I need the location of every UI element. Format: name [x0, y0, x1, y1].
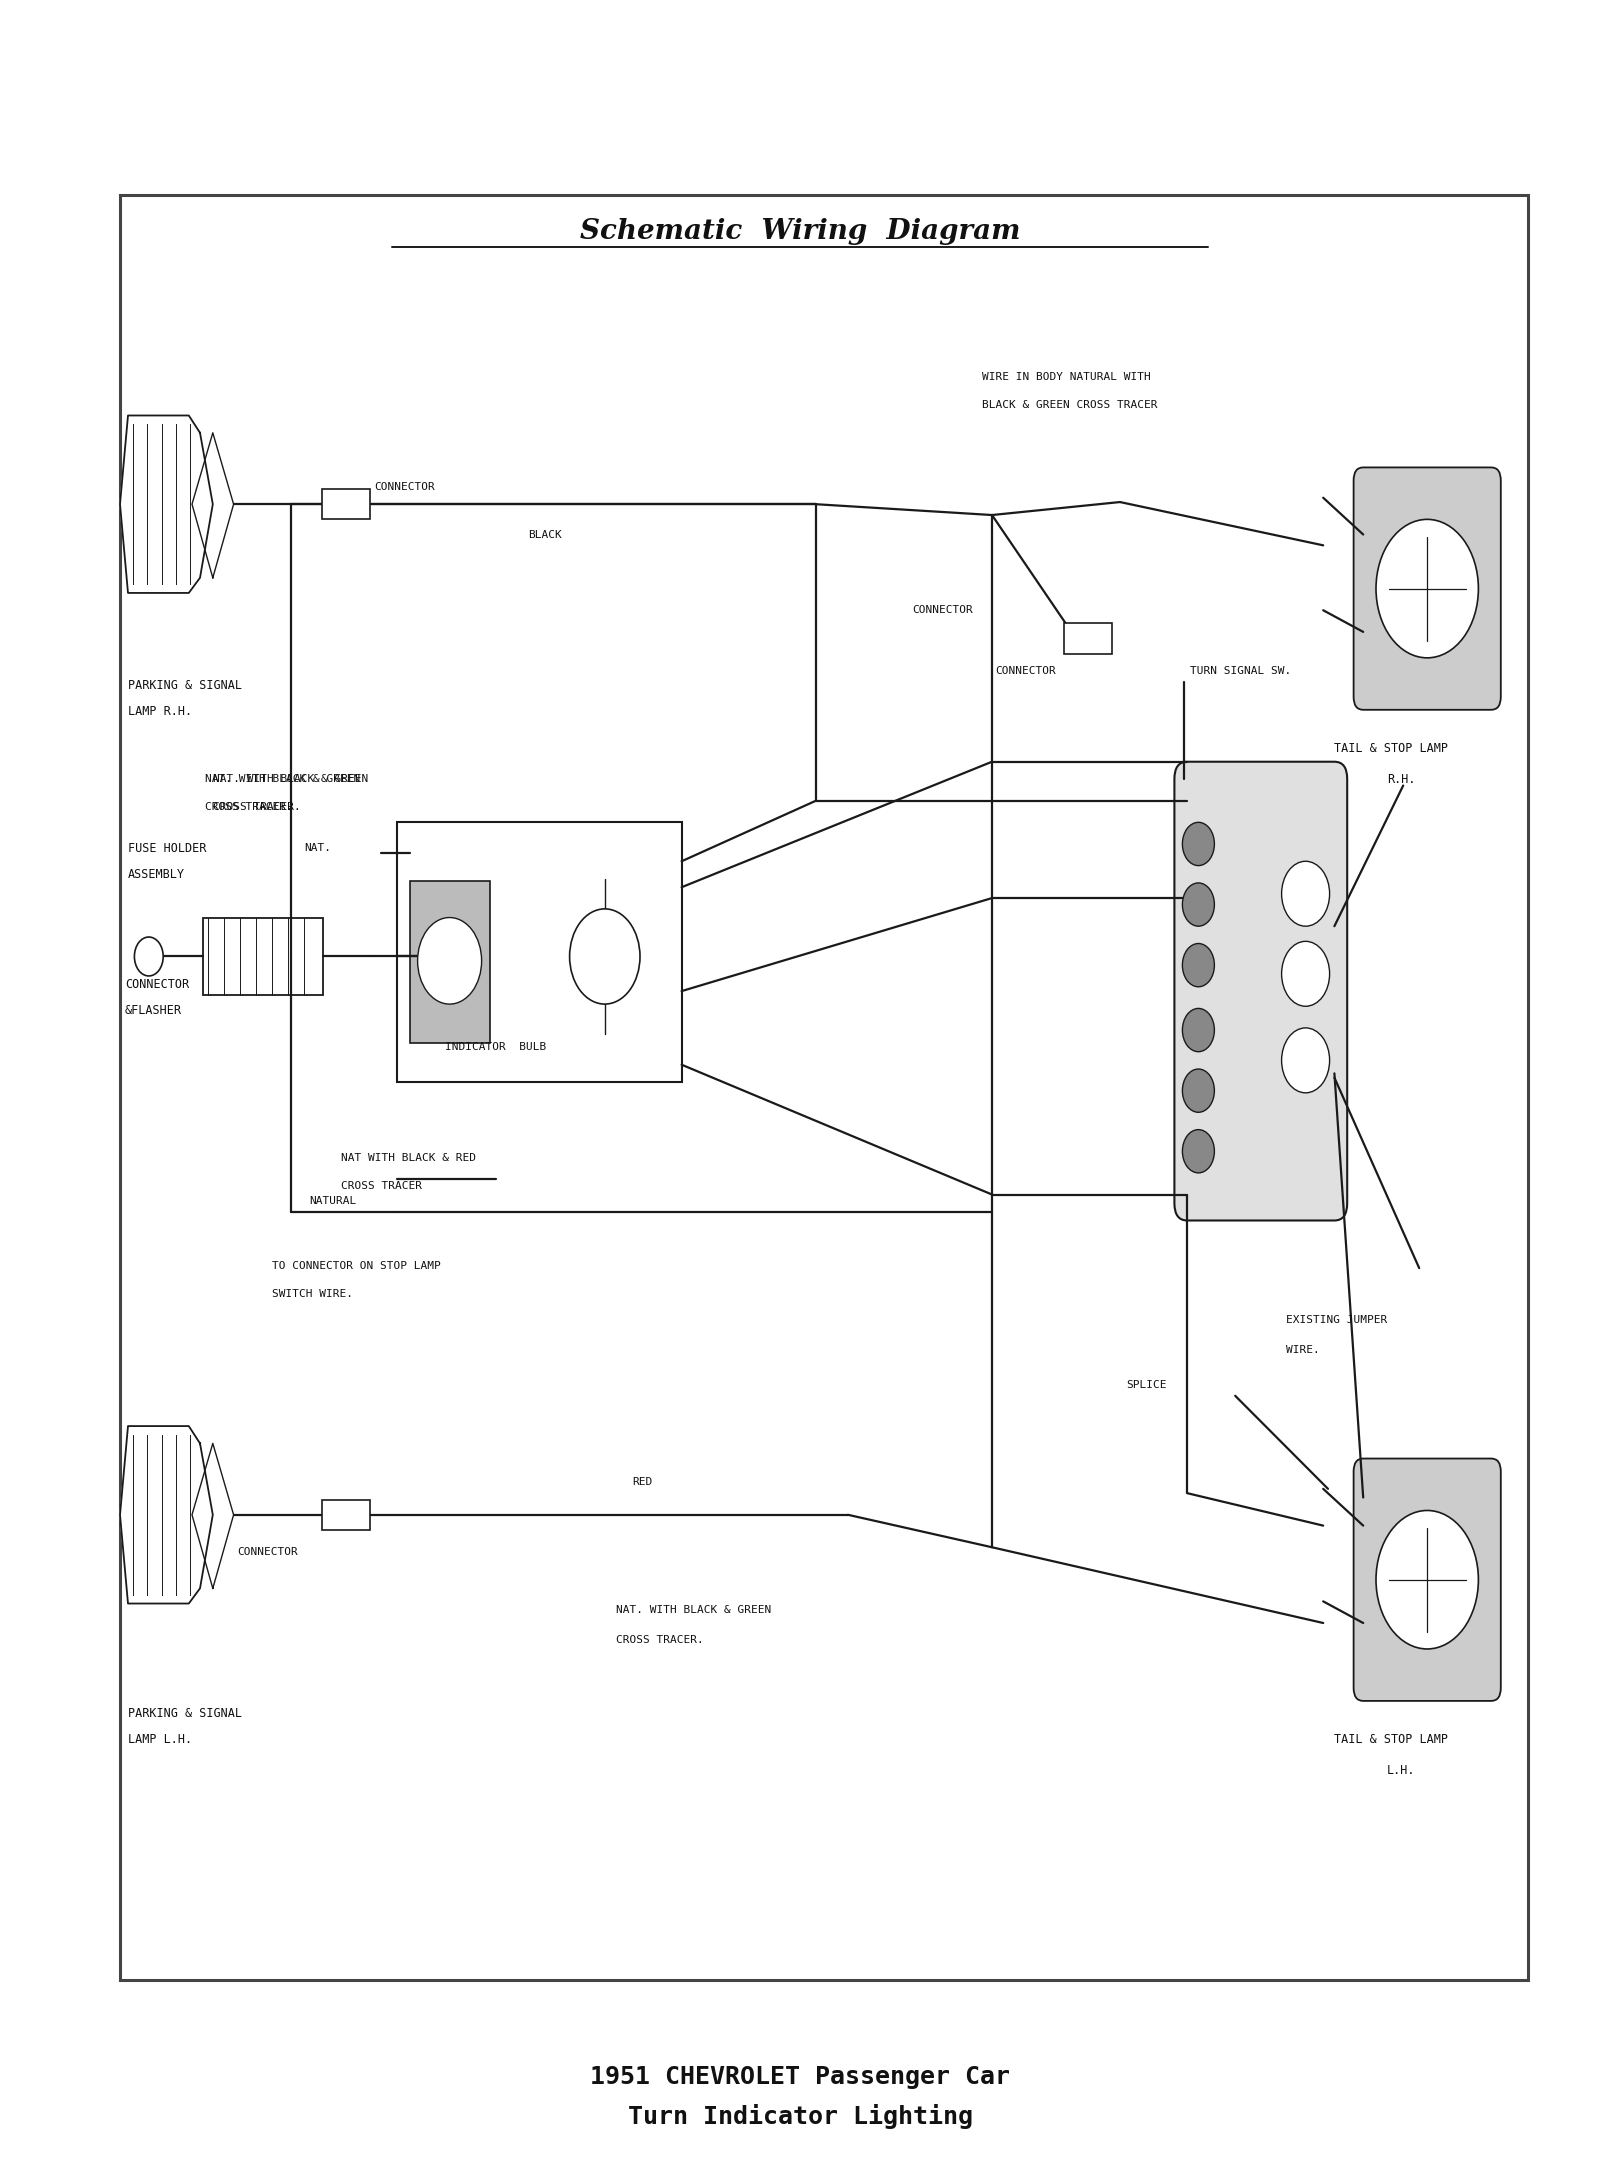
- Text: TAIL & STOP LAMP: TAIL & STOP LAMP: [1334, 742, 1448, 755]
- Circle shape: [1182, 822, 1214, 866]
- Circle shape: [1376, 519, 1478, 658]
- Text: 1951 CHEVROLET Passenger Car: 1951 CHEVROLET Passenger Car: [590, 2064, 1010, 2090]
- Text: NAT. WITH BLACK & GREEN: NAT. WITH BLACK & GREEN: [213, 775, 368, 783]
- Text: RED: RED: [632, 1478, 653, 1487]
- Text: CROSS TRACER.: CROSS TRACER.: [205, 803, 293, 812]
- Text: NAT WITH BLACK & RED: NAT WITH BLACK & RED: [341, 1153, 475, 1162]
- Circle shape: [1182, 1130, 1214, 1173]
- Bar: [397, 822, 682, 1082]
- Bar: [410, 881, 490, 1043]
- Text: ASSEMBLY: ASSEMBLY: [128, 868, 186, 881]
- Text: R.H.: R.H.: [1387, 773, 1416, 786]
- Text: PARKING & SIGNAL: PARKING & SIGNAL: [128, 1707, 242, 1720]
- Text: BLACK & GREEN CROSS TRACER: BLACK & GREEN CROSS TRACER: [982, 400, 1158, 409]
- Text: L.H.: L.H.: [1387, 1764, 1416, 1777]
- Text: BLACK: BLACK: [528, 530, 562, 539]
- Text: EXISTING JUMPER: EXISTING JUMPER: [1286, 1316, 1387, 1324]
- Circle shape: [1182, 944, 1214, 987]
- Text: SWITCH WIRE.: SWITCH WIRE.: [272, 1290, 354, 1298]
- Text: NATURAL: NATURAL: [309, 1197, 357, 1205]
- Text: CROSS TRACER: CROSS TRACER: [341, 1182, 422, 1190]
- Text: NAT.: NAT.: [304, 844, 331, 853]
- Polygon shape: [192, 433, 234, 578]
- FancyBboxPatch shape: [1174, 762, 1347, 1220]
- Circle shape: [1282, 1028, 1330, 1093]
- Text: FUSE HOLDER: FUSE HOLDER: [128, 842, 206, 855]
- Text: CONNECTOR: CONNECTOR: [374, 483, 435, 491]
- Text: CONNECTOR: CONNECTOR: [237, 1547, 298, 1556]
- Circle shape: [1376, 1510, 1478, 1649]
- FancyBboxPatch shape: [1354, 1459, 1501, 1701]
- Text: TURN SIGNAL SW.: TURN SIGNAL SW.: [1190, 667, 1291, 675]
- Polygon shape: [120, 1426, 213, 1604]
- Text: WIRE.: WIRE.: [1286, 1346, 1320, 1355]
- Text: &FLASHER: &FLASHER: [125, 1004, 182, 1017]
- Text: CROSS TRACER.: CROSS TRACER.: [213, 803, 301, 812]
- Text: LAMP R.H.: LAMP R.H.: [128, 705, 192, 718]
- Text: WIRE IN BODY NATURAL WITH: WIRE IN BODY NATURAL WITH: [982, 372, 1150, 381]
- Text: NAT. WITH BLACK & GREEN: NAT. WITH BLACK & GREEN: [205, 775, 360, 783]
- Circle shape: [1282, 941, 1330, 1006]
- FancyBboxPatch shape: [1354, 467, 1501, 710]
- Text: CROSS TRACER.: CROSS TRACER.: [616, 1636, 704, 1645]
- Bar: [322, 489, 370, 519]
- Circle shape: [1182, 1069, 1214, 1112]
- Polygon shape: [120, 415, 213, 593]
- Bar: [322, 1500, 370, 1530]
- Text: SPLICE: SPLICE: [1126, 1381, 1166, 1389]
- Text: TO CONNECTOR ON STOP LAMP: TO CONNECTOR ON STOP LAMP: [272, 1262, 440, 1270]
- Text: CONNECTOR: CONNECTOR: [995, 667, 1056, 675]
- Bar: [1064, 623, 1112, 654]
- Circle shape: [418, 918, 482, 1004]
- Polygon shape: [192, 1443, 234, 1588]
- Text: TAIL & STOP LAMP: TAIL & STOP LAMP: [1334, 1733, 1448, 1746]
- Text: Turn Indicator Lighting: Turn Indicator Lighting: [627, 2103, 973, 2129]
- Text: INDICATOR  BULB: INDICATOR BULB: [445, 1043, 546, 1052]
- Circle shape: [1282, 861, 1330, 926]
- Circle shape: [1182, 883, 1214, 926]
- Text: CONNECTOR: CONNECTOR: [125, 978, 189, 991]
- Circle shape: [1182, 1008, 1214, 1052]
- Text: LAMP L.H.: LAMP L.H.: [128, 1733, 192, 1746]
- Circle shape: [134, 937, 163, 976]
- Circle shape: [570, 909, 640, 1004]
- Text: PARKING & SIGNAL: PARKING & SIGNAL: [128, 679, 242, 692]
- Bar: [120, 195, 1528, 1980]
- Bar: [203, 918, 323, 995]
- Text: Schematic  Wiring  Diagram: Schematic Wiring Diagram: [579, 219, 1021, 245]
- Text: NAT. WITH BLACK & GREEN: NAT. WITH BLACK & GREEN: [616, 1606, 771, 1614]
- Text: CONNECTOR: CONNECTOR: [912, 606, 973, 615]
